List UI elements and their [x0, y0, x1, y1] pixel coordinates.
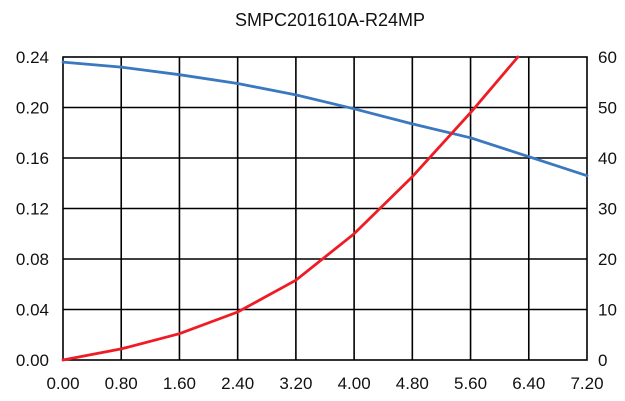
- data-point: [178, 332, 181, 335]
- x-axis-ticks: 0.00 0.80 1.60 2.40 3.20 4.00 4.80 5.60 6.40 7.20: [46, 374, 603, 393]
- data-point: [527, 155, 530, 158]
- x-tick-label: 6.40: [512, 374, 545, 393]
- data-point: [294, 279, 298, 282]
- data-point: [411, 175, 414, 178]
- x-tick-label: 0.00: [46, 374, 79, 393]
- data-point: [178, 73, 181, 76]
- plot-frame: [62, 56, 588, 361]
- data-point: [236, 82, 239, 85]
- series-points-1: [61, 60, 589, 177]
- x-tick-label: 3.20: [279, 374, 312, 393]
- data-point: [120, 347, 123, 351]
- data-point: [294, 93, 298, 97]
- y-tick-label-right: 10: [598, 301, 617, 320]
- data-point: [236, 310, 239, 314]
- chart-title: SMPC201610A-R24MP: [235, 10, 425, 30]
- data-point: [516, 55, 520, 59]
- x-tick-label: 7.20: [570, 374, 603, 393]
- series-points-2: [61, 55, 520, 362]
- y-tick-label-right: 40: [598, 149, 617, 168]
- y-tick-label-left: 0.20: [16, 99, 49, 118]
- y-tick-label-right: 0: [598, 351, 607, 370]
- grid: [62, 56, 588, 361]
- x-tick-label: 1.60: [163, 374, 196, 393]
- data-point: [61, 358, 65, 362]
- data-point: [61, 60, 65, 64]
- x-tick-label: 2.40: [221, 374, 254, 393]
- y-tick-label-left: 0.04: [16, 301, 49, 320]
- data-point: [469, 136, 472, 139]
- y-tick-label-right: 20: [598, 250, 617, 269]
- y-tick-label-right: 50: [598, 99, 617, 118]
- y-axis-left-ticks: 0.00 0.04 0.08 0.12 0.16 0.20 0.24: [16, 48, 49, 370]
- data-point: [585, 174, 589, 177]
- x-tick-label: 5.60: [454, 374, 487, 393]
- y-tick-label-right: 30: [598, 200, 617, 219]
- x-tick-label: 4.00: [338, 374, 371, 393]
- x-tick-label: 4.80: [396, 374, 429, 393]
- y-tick-label-left: 0.12: [16, 200, 49, 219]
- y-tick-label-left: 0.16: [16, 149, 49, 168]
- data-point: [120, 65, 123, 69]
- series-layer: [61, 55, 589, 362]
- y-tick-label-left: 0.24: [16, 48, 49, 67]
- data-point: [411, 122, 414, 126]
- y-tick-label-left: 0.00: [16, 351, 49, 370]
- series-line-left-axis: [61, 60, 589, 178]
- y-axis-right-ticks: 0 10 20 30 40 50 60: [598, 48, 617, 370]
- data-point: [352, 107, 356, 110]
- x-tick-label: 0.80: [105, 374, 138, 393]
- y-tick-label-right: 60: [598, 48, 617, 67]
- y-tick-label-left: 0.08: [16, 250, 49, 269]
- data-point: [469, 111, 472, 114]
- data-point: [352, 232, 356, 235]
